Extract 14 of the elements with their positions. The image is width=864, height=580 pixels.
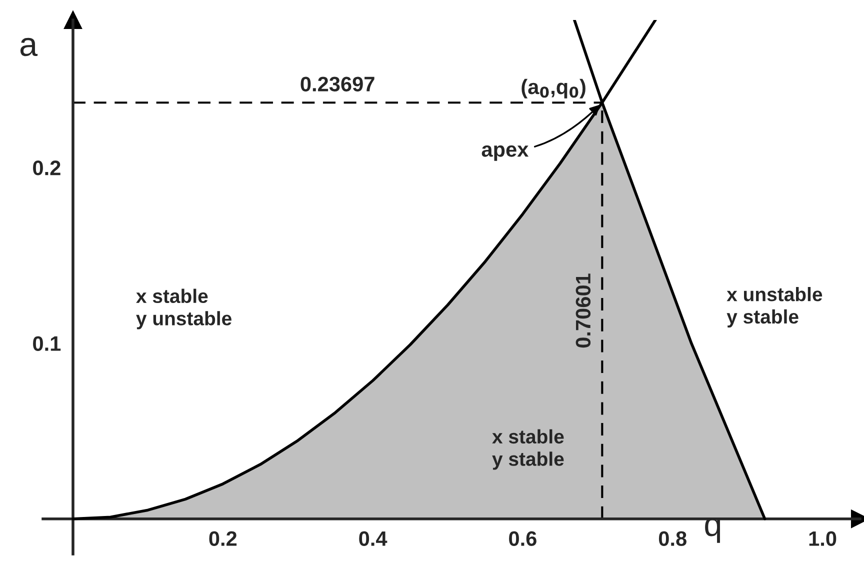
ref-line-label: 0.23697 [300,76,374,92]
x-tick-label: 0.2 [209,531,237,546]
x-tick-label: 0.6 [509,531,536,546]
annotation: apex [482,145,529,161]
annotation: (a$_{0}$,q$_{0}$) [522,78,586,98]
annotation: x stable y stable [492,429,564,470]
y-axis-title: a [20,38,38,56]
x-tick-label: 0.8 [658,531,686,546]
ref-line-label: 0.70601 [576,274,591,348]
annotation: x unstable y stable [726,287,822,328]
annotation: x stable y unstable [136,288,232,330]
y-tick-label: 0.1 [33,336,61,351]
x-tick-label: 0.4 [359,531,388,546]
x-tick-label: 1.0 [809,531,836,546]
